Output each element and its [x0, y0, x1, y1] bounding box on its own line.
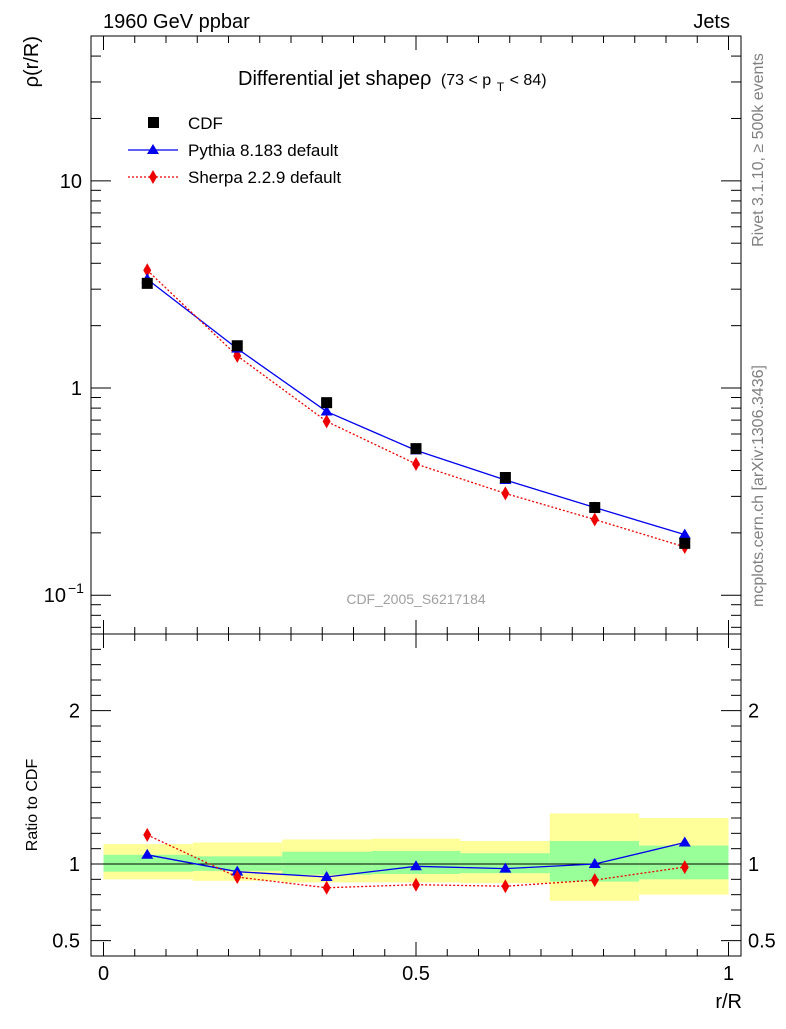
data-point-pythia	[320, 405, 333, 416]
data-point-cdf	[141, 277, 153, 289]
legend-marker-square	[148, 117, 159, 128]
series-line-pythia	[146, 278, 685, 536]
data-point-cdf	[231, 340, 243, 352]
chart-title: Differential jet shapeρ (73 < p T < 84)	[238, 68, 547, 96]
data-point-sherpa	[322, 414, 331, 429]
ratio-tick-label-left: 2	[69, 701, 80, 723]
ratio-axis-title: Ratio to CDF	[24, 759, 41, 852]
legend-label-sherpa: Sherpa 2.2.9 default	[188, 168, 341, 187]
y-tick-label: 1	[71, 378, 82, 400]
legend-marker-triangle	[147, 144, 159, 154]
data-point-sherpa	[501, 486, 510, 501]
green-band-bin-2	[282, 851, 372, 875]
ratio-point-sherpa	[412, 877, 420, 892]
chart-title-subscript: T	[497, 80, 505, 94]
ratio-point-pythia	[410, 860, 422, 871]
ratio-point-sherpa	[680, 860, 689, 875]
ratio-point-sherpa	[501, 879, 510, 894]
rivet-label: Rivet 3.1.10, ≥ 500k events	[750, 53, 767, 247]
data-point-cdf	[589, 502, 601, 514]
header-process: Jets	[693, 11, 730, 33]
legend-entry-pythia[interactable]: Pythia 8.183 default	[128, 141, 339, 160]
ratio-tick-label-right: 0.5	[748, 931, 776, 953]
legend-entry-cdf[interactable]: CDF	[148, 114, 223, 133]
ratio-panel-frame	[90, 633, 742, 957]
legend-label-pythia: Pythia 8.183 default	[188, 141, 339, 160]
ratio-panel-series	[141, 827, 691, 895]
legend: CDF Pythia 8.183 default Sherpa 2.2.9 de…	[128, 114, 341, 187]
ratio-point-pythia	[499, 862, 512, 873]
data-point-pythia	[678, 528, 691, 539]
x-tick-label: 1	[723, 963, 734, 985]
ratio-point-sherpa	[322, 880, 331, 895]
data-point-cdf	[321, 397, 333, 409]
ratio-point-sherpa	[143, 827, 152, 842]
ratio-point-pythia	[588, 858, 601, 868]
header-energy: 1960 GeV ppbar	[103, 11, 250, 33]
y-axis-title: ρ(r/R)	[21, 36, 43, 87]
data-point-sherpa	[143, 263, 152, 278]
ratio-tick-label-left: 0.5	[52, 931, 80, 953]
x-tick-label: 0.5	[402, 963, 430, 985]
x-tick-label: 0	[98, 963, 109, 985]
data-point-sherpa	[590, 512, 599, 527]
legend-label-cdf: CDF	[188, 114, 223, 133]
y-tick-exponent: −1	[68, 580, 84, 596]
chart-title-range: (73 < p	[441, 72, 491, 89]
main-panel-series	[141, 263, 691, 554]
data-point-cdf	[679, 537, 691, 549]
data-point-cdf	[499, 472, 511, 484]
chart-title-range-end: < 84)	[510, 72, 547, 89]
x-axis-title: r/R	[715, 991, 742, 1013]
ratio-point-sherpa	[590, 873, 599, 888]
chart-title-main: Differential jet shapeρ	[238, 68, 431, 90]
legend-entry-sherpa[interactable]: Sherpa 2.2.9 default	[128, 168, 341, 187]
legend-marker-diamond	[149, 170, 157, 184]
analysis-watermark: CDF_2005_S6217184	[346, 591, 486, 607]
mcplots-label: mcplots.cern.ch [arXiv:1306.3436]	[750, 365, 767, 607]
ratio-point-pythia	[141, 848, 154, 859]
series-line-sherpa	[146, 269, 685, 548]
ratio-tick-label-left: 1	[69, 854, 80, 876]
ratio-point-sherpa	[233, 870, 242, 885]
y-tick-label: 10	[44, 585, 66, 607]
data-point-sherpa	[412, 456, 420, 471]
y-tick-label: 10	[60, 171, 82, 193]
ratio-tick-label-right: 1	[748, 854, 759, 876]
ratio-tick-label-right: 2	[748, 701, 759, 723]
data-point-cdf	[410, 443, 422, 455]
ratio-point-pythia	[320, 871, 333, 882]
ratio-point-pythia	[678, 836, 691, 847]
